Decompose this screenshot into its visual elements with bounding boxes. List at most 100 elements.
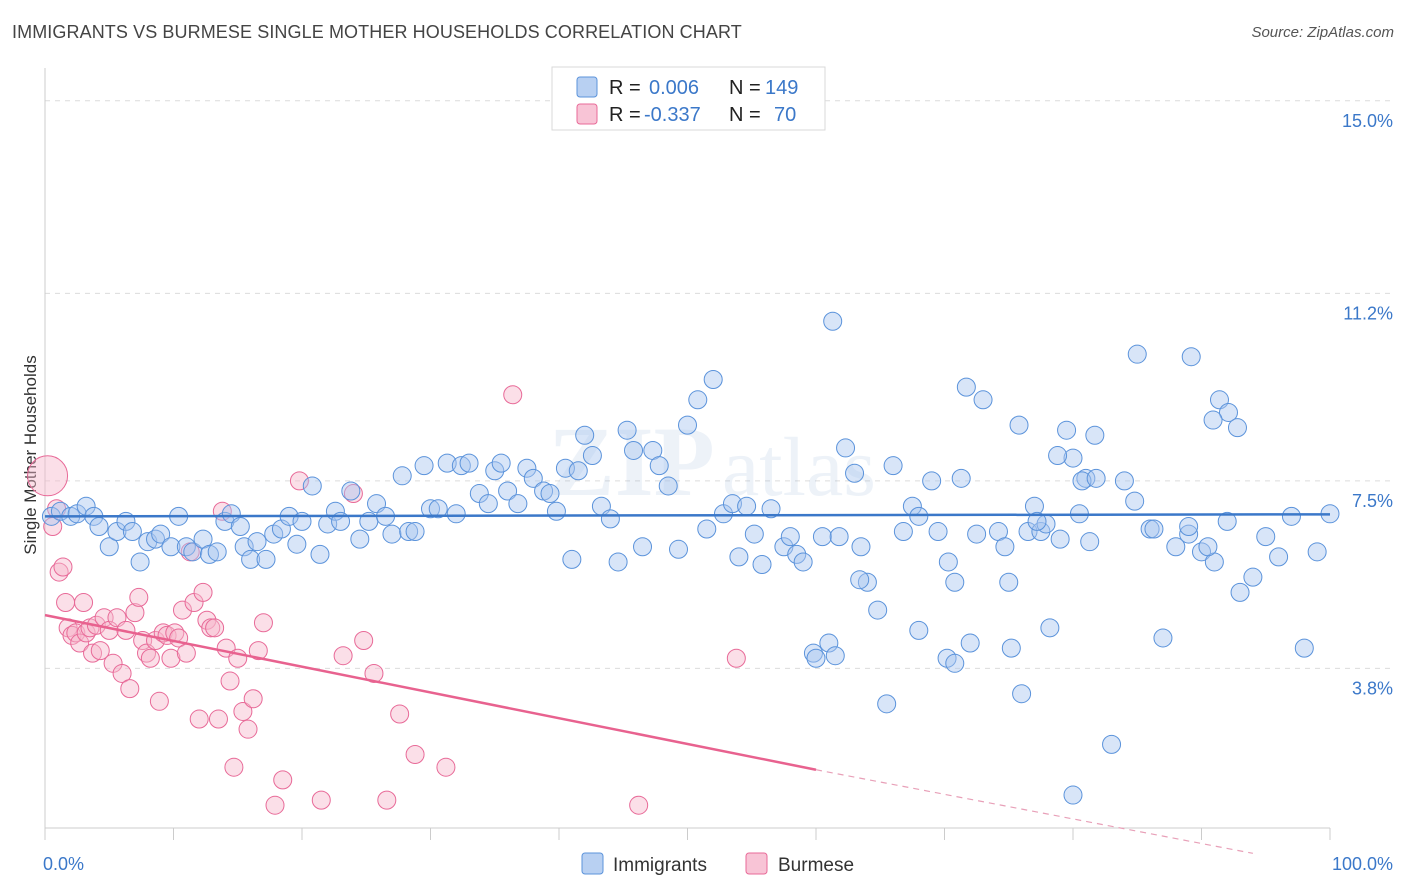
immigrants-point-80 <box>669 539 689 559</box>
immigrants-point-125 <box>1057 420 1077 440</box>
immigrants-point-172 <box>1001 638 1021 658</box>
immigrants-point-131 <box>1114 471 1134 491</box>
immigrants-point-162 <box>1198 537 1218 557</box>
immigrants-point-132 <box>1127 344 1147 364</box>
bottom-legend-swatch-burmese <box>745 852 768 875</box>
immigrants-point-39 <box>341 481 361 501</box>
immigrants-point-159 <box>1125 491 1145 511</box>
burmese-point-47 <box>220 671 240 691</box>
immigrants-point-113 <box>945 572 965 592</box>
immigrants-point-64 <box>540 484 560 504</box>
burmese-point-0 <box>27 455 69 497</box>
immigrants-point-96 <box>803 643 823 663</box>
burmese-point-58 <box>311 790 331 810</box>
y-tick-label-1: 11.2% <box>1343 303 1393 323</box>
immigrants-point-174 <box>1063 785 1083 805</box>
burmese-point-24 <box>129 587 149 607</box>
immigrants-point-156 <box>1009 415 1029 435</box>
immigrants-point-139 <box>1217 511 1237 531</box>
x-tick-label-0: 0.0% <box>43 854 84 874</box>
y-tick-label-3: 3.8% <box>1352 678 1393 698</box>
immigrants-point-154 <box>1203 410 1223 430</box>
immigrants-point-35 <box>310 544 330 564</box>
immigrants-point-130 <box>1102 734 1122 754</box>
immigrants-point-99 <box>829 527 849 547</box>
immigrants-point-119 <box>999 572 1019 592</box>
immigrants-point-40 <box>350 529 370 549</box>
legend-n-value-2: 70 <box>774 104 796 126</box>
chart-source: Source: ZipAtlas.com <box>1251 24 1394 41</box>
immigrants-point-15 <box>161 537 181 557</box>
immigrants-point-81 <box>678 415 697 435</box>
immigrants-point-72 <box>600 509 620 529</box>
immigrants-point-117 <box>973 390 993 410</box>
legend: R = 0.006 N = 149 R = -0.337 N = 70 <box>551 66 826 131</box>
immigrants-point-126 <box>1063 448 1083 468</box>
burmese-point-23 <box>125 603 145 623</box>
immigrants-point-91 <box>761 499 781 519</box>
immigrants-point-79 <box>658 476 678 496</box>
immigrants-point-149 <box>823 311 843 331</box>
immigrants-point-123 <box>1040 618 1060 638</box>
immigrants-point-59 <box>498 481 518 501</box>
axes <box>44 68 1331 840</box>
immigrants-point-173 <box>1012 684 1032 704</box>
immigrants-point-68 <box>568 461 588 481</box>
immigrants-point-82 <box>688 390 708 410</box>
immigrants-point-46 <box>399 522 419 542</box>
burmese-point-50 <box>233 701 253 721</box>
burmese-point-4 <box>53 557 73 577</box>
burmese-point-54 <box>253 613 273 633</box>
immigrants-point-86 <box>722 494 742 514</box>
bottom-legend-burmese: Burmese <box>778 855 854 876</box>
immigrants-point-93 <box>780 527 800 547</box>
immigrants-point-106 <box>883 456 903 476</box>
legend-swatch-immigrants <box>576 76 598 98</box>
immigrants-point-50 <box>428 499 448 519</box>
immigrants-point-57 <box>485 461 505 481</box>
immigrants-point-148 <box>825 646 845 666</box>
watermark-zip: ZIP <box>548 406 715 517</box>
immigrants-point-111 <box>928 522 948 542</box>
y-axis-label: Single Mother Households <box>21 355 40 554</box>
immigrants-point-51 <box>437 453 457 473</box>
immigrants-point-24 <box>230 516 250 536</box>
burmese-point-40 <box>193 582 213 602</box>
immigrants-point-26 <box>241 549 261 569</box>
immigrants-point-124 <box>1050 529 1070 549</box>
immigrants-point-116 <box>967 524 987 544</box>
burmese-point-15 <box>90 641 110 661</box>
immigrants-point-168 <box>909 620 929 640</box>
immigrants-point-89 <box>744 524 764 544</box>
burmese-point-3 <box>49 562 69 582</box>
immigrants-point-128 <box>1080 532 1100 552</box>
burmese-trend-line <box>44 613 817 771</box>
immigrants-point-151 <box>1181 347 1201 367</box>
legend-n-label-1: N = <box>729 77 761 99</box>
immigrants-point-171 <box>945 653 965 673</box>
immigrants-point-58 <box>491 453 511 473</box>
immigrants-point-87 <box>729 547 749 567</box>
immigrants-point-155 <box>1227 418 1247 438</box>
immigrants-point-104 <box>868 600 888 620</box>
legend-n-label-2: N = <box>729 104 761 126</box>
immigrants-point-62 <box>523 468 543 488</box>
immigrants-point-167 <box>850 570 870 590</box>
immigrants-point-97 <box>812 527 832 547</box>
immigrants-point-60 <box>508 494 528 514</box>
immigrants-point-142 <box>1256 527 1276 547</box>
burmese-point-52 <box>243 689 263 709</box>
burmese-point-43 <box>205 618 225 638</box>
burmese-point-36 <box>176 643 196 663</box>
immigrants-point-25 <box>234 537 254 557</box>
burmese-point-65 <box>405 745 425 765</box>
immigrants-point-112 <box>938 552 958 572</box>
immigrants-point-163 <box>995 537 1015 557</box>
immigrants-point-70 <box>582 446 602 466</box>
immigrants-point-143 <box>1269 547 1289 567</box>
immigrants-point-153 <box>1218 402 1238 422</box>
immigrants-point-145 <box>1294 638 1314 658</box>
immigrants-point-78 <box>649 456 669 476</box>
immigrants-point-84 <box>703 370 723 390</box>
immigrants-point-74 <box>617 420 637 440</box>
